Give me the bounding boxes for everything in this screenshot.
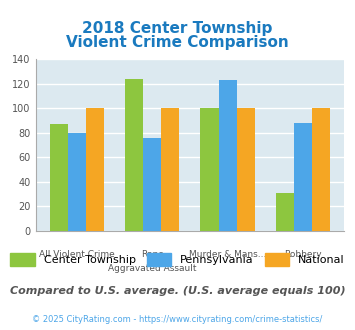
Bar bbox=[86, 109, 104, 231]
Bar bbox=[312, 109, 330, 231]
Bar bbox=[50, 124, 68, 231]
Bar bbox=[161, 109, 179, 231]
Bar bbox=[219, 80, 237, 231]
Text: 2018 Center Township: 2018 Center Township bbox=[82, 21, 273, 36]
Bar bbox=[143, 138, 161, 231]
Text: © 2025 CityRating.com - https://www.cityrating.com/crime-statistics/: © 2025 CityRating.com - https://www.city… bbox=[32, 315, 323, 324]
Bar bbox=[125, 79, 143, 231]
Text: Compared to U.S. average. (U.S. average equals 100): Compared to U.S. average. (U.S. average … bbox=[10, 286, 345, 296]
Text: Aggravated Assault: Aggravated Assault bbox=[108, 264, 196, 273]
Text: Murder & Mans...: Murder & Mans... bbox=[189, 250, 266, 259]
Text: Robbery: Robbery bbox=[284, 250, 322, 259]
Text: Rape: Rape bbox=[141, 250, 164, 259]
Bar bbox=[276, 193, 294, 231]
Text: All Violent Crime: All Violent Crime bbox=[39, 250, 115, 259]
Bar bbox=[294, 123, 312, 231]
Bar bbox=[237, 109, 255, 231]
Text: Violent Crime Comparison: Violent Crime Comparison bbox=[66, 35, 289, 50]
Bar bbox=[201, 109, 219, 231]
Bar bbox=[68, 133, 86, 231]
Legend: Center Township, Pennsylvania, National: Center Township, Pennsylvania, National bbox=[10, 253, 345, 266]
